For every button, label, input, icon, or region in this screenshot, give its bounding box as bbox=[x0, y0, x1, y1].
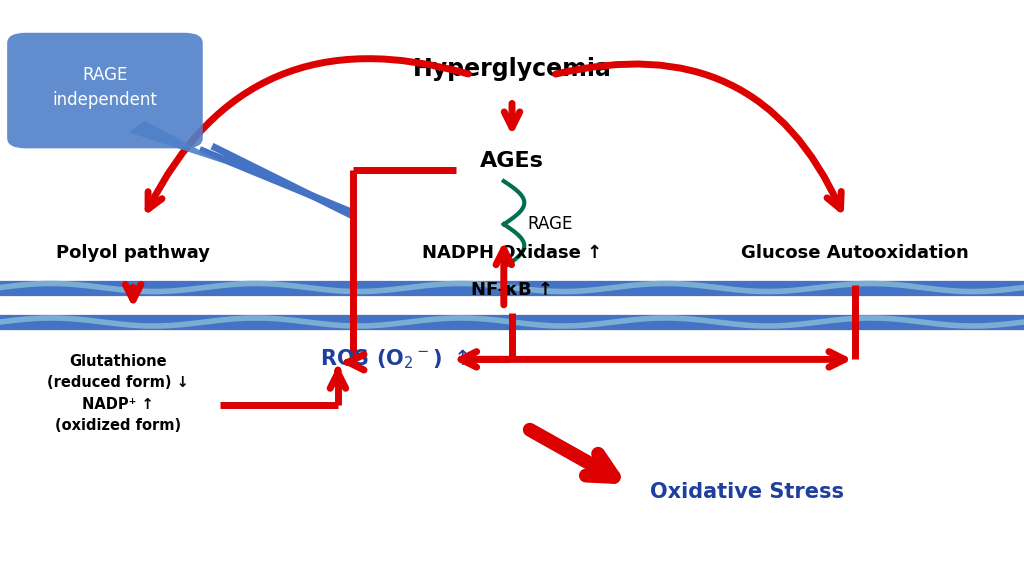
Text: Hyperglycemia: Hyperglycemia bbox=[413, 57, 611, 81]
Text: Polyol pathway: Polyol pathway bbox=[56, 244, 210, 262]
Text: Glucose Autooxidation: Glucose Autooxidation bbox=[741, 244, 969, 262]
Text: NADPH Oxidase ↑: NADPH Oxidase ↑ bbox=[422, 244, 602, 262]
Text: ROS (O$_2$$^-$) $\uparrow$: ROS (O$_2$$^-$) $\uparrow$ bbox=[321, 347, 468, 371]
Text: Oxidative Stress: Oxidative Stress bbox=[650, 482, 844, 501]
Text: Glutathione
(reduced form) ↓
NADP⁺ ↑
(oxidized form): Glutathione (reduced form) ↓ NADP⁺ ↑ (ox… bbox=[47, 354, 188, 434]
Text: NF-κB ↑: NF-κB ↑ bbox=[471, 281, 553, 300]
Text: AGEs: AGEs bbox=[480, 151, 544, 171]
Text: RAGE
independent: RAGE independent bbox=[52, 66, 158, 109]
Polygon shape bbox=[129, 121, 225, 164]
FancyBboxPatch shape bbox=[7, 33, 203, 148]
Text: RAGE: RAGE bbox=[527, 215, 572, 233]
